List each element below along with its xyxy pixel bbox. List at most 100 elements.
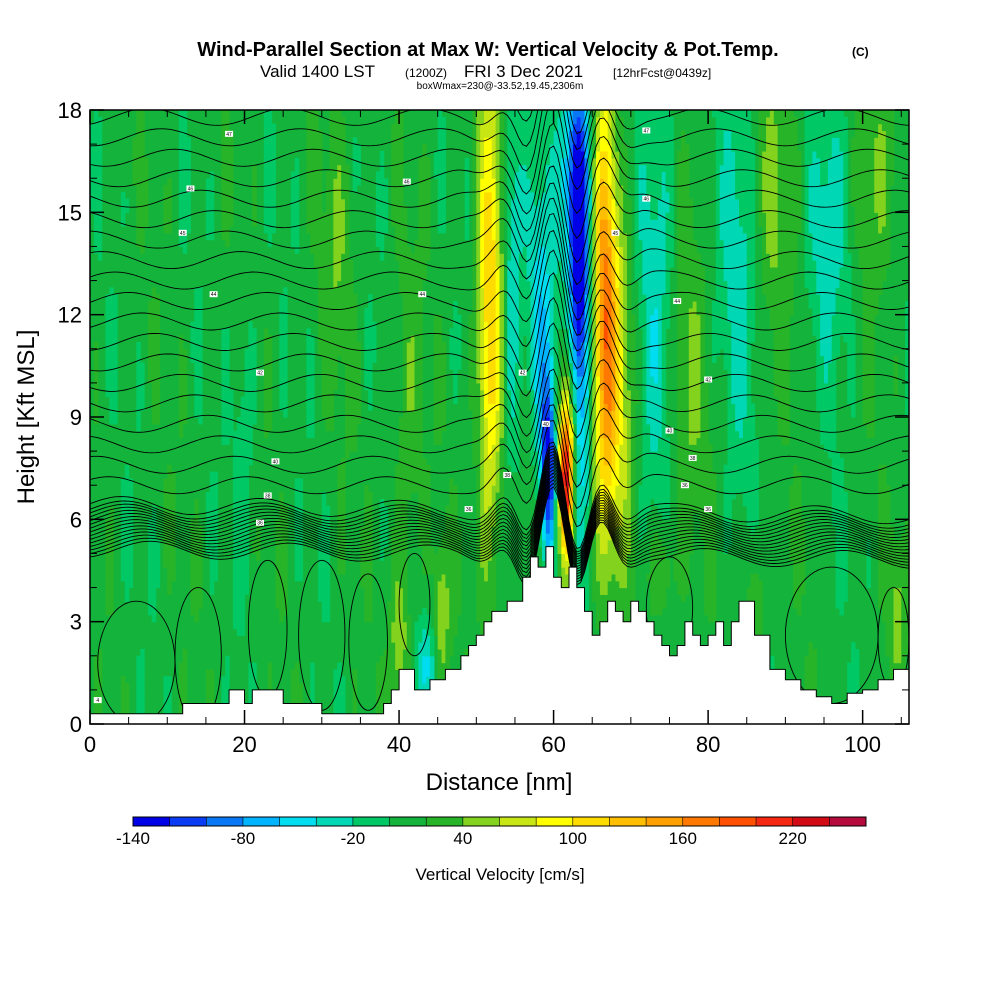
w-cell: [534, 451, 539, 459]
w-cell: [507, 178, 512, 186]
w-cell: [487, 314, 493, 323]
w-cell: [294, 498, 300, 507]
w-cell: [576, 546, 582, 555]
w-cell: [124, 539, 130, 548]
w-cell: [507, 423, 512, 432]
w-cell: [391, 532, 396, 541]
w-cell: [484, 478, 489, 486]
w-cell: [97, 171, 103, 179]
w-cell: [561, 212, 566, 220]
w-cell: [182, 683, 188, 691]
w-cell: [437, 314, 443, 323]
w-cell: [252, 348, 257, 357]
w-cell: [418, 212, 423, 220]
w-cell: [151, 417, 157, 425]
w-cell: [426, 628, 431, 636]
w-cell: [580, 328, 586, 336]
w-cell: [333, 341, 338, 350]
w-cell: [580, 205, 586, 213]
w-cell: [441, 539, 447, 548]
w-cell: [267, 130, 273, 138]
w-cell: [248, 676, 253, 684]
w-cell: [209, 185, 215, 193]
w-cell: [476, 219, 481, 227]
w-cell: [484, 321, 489, 329]
w-cell: [534, 191, 539, 200]
w-cell: [221, 185, 226, 193]
w-cell: [576, 266, 582, 275]
w-cell: [487, 219, 493, 227]
w-cell: [375, 669, 381, 677]
w-cell: [576, 144, 582, 152]
w-cell: [484, 369, 489, 377]
w-cell: [534, 355, 539, 364]
w-cell: [109, 567, 114, 575]
w-cell: [240, 396, 246, 404]
w-cell: [182, 212, 188, 220]
w-cell: [283, 519, 288, 527]
w-cell: [93, 362, 99, 370]
w-cell: [480, 628, 485, 636]
w-cell: [263, 123, 269, 132]
w-cell: [144, 205, 149, 213]
w-cell: [395, 485, 400, 493]
w-cell: [283, 526, 288, 534]
w-cell: [151, 348, 157, 357]
w-cell: [209, 505, 215, 514]
w-cell: [499, 355, 504, 364]
w-cell: [109, 348, 114, 357]
w-cell: [105, 573, 110, 582]
w-cell: [472, 376, 477, 384]
w-cell: [557, 539, 562, 548]
w-cell: [402, 621, 408, 630]
w-cell: [236, 498, 242, 507]
w-cell: [445, 573, 450, 582]
w-cell: [526, 266, 531, 275]
w-cell: [90, 185, 95, 193]
w-cell: [491, 246, 497, 254]
w-cell: [267, 198, 273, 207]
w-cell: [256, 532, 261, 541]
w-cell: [441, 423, 447, 432]
w-cell: [545, 123, 551, 132]
w-cell: [221, 110, 226, 118]
w-cell: [418, 273, 423, 282]
w-cell: [229, 191, 234, 200]
w-cell: [418, 676, 423, 684]
w-cell: [484, 451, 489, 459]
w-cell: [522, 137, 528, 145]
w-cell: [495, 348, 501, 357]
w-cell: [352, 376, 358, 384]
w-cell: [491, 144, 497, 152]
w-cell: [499, 301, 504, 309]
w-cell: [294, 567, 300, 575]
w-cell: [495, 280, 501, 288]
w-cell: [480, 362, 485, 370]
w-cell: [232, 573, 238, 582]
w-cell: [213, 485, 219, 493]
w-cell: [283, 355, 288, 364]
w-cell: [163, 703, 168, 711]
w-cell: [534, 144, 539, 152]
w-cell: [178, 123, 184, 132]
w-cell: [495, 150, 501, 159]
w-cell: [395, 478, 400, 486]
w-cell: [518, 314, 524, 323]
w-cell: [240, 417, 246, 425]
w-cell: [572, 205, 578, 213]
w-cell: [534, 410, 539, 418]
w-cell: [105, 587, 110, 595]
w-cell: [476, 376, 481, 384]
w-cell: [97, 205, 103, 213]
w-cell: [453, 362, 458, 370]
w-cell: [553, 526, 559, 534]
w-cell: [437, 341, 443, 350]
w-cell: [429, 560, 435, 568]
w-cell: [418, 614, 423, 623]
w-cell: [549, 301, 555, 309]
w-cell: [97, 689, 103, 698]
w-cell: [476, 212, 481, 220]
w-cell: [171, 560, 176, 568]
w-cell: [399, 635, 404, 643]
w-cell: [178, 389, 184, 398]
